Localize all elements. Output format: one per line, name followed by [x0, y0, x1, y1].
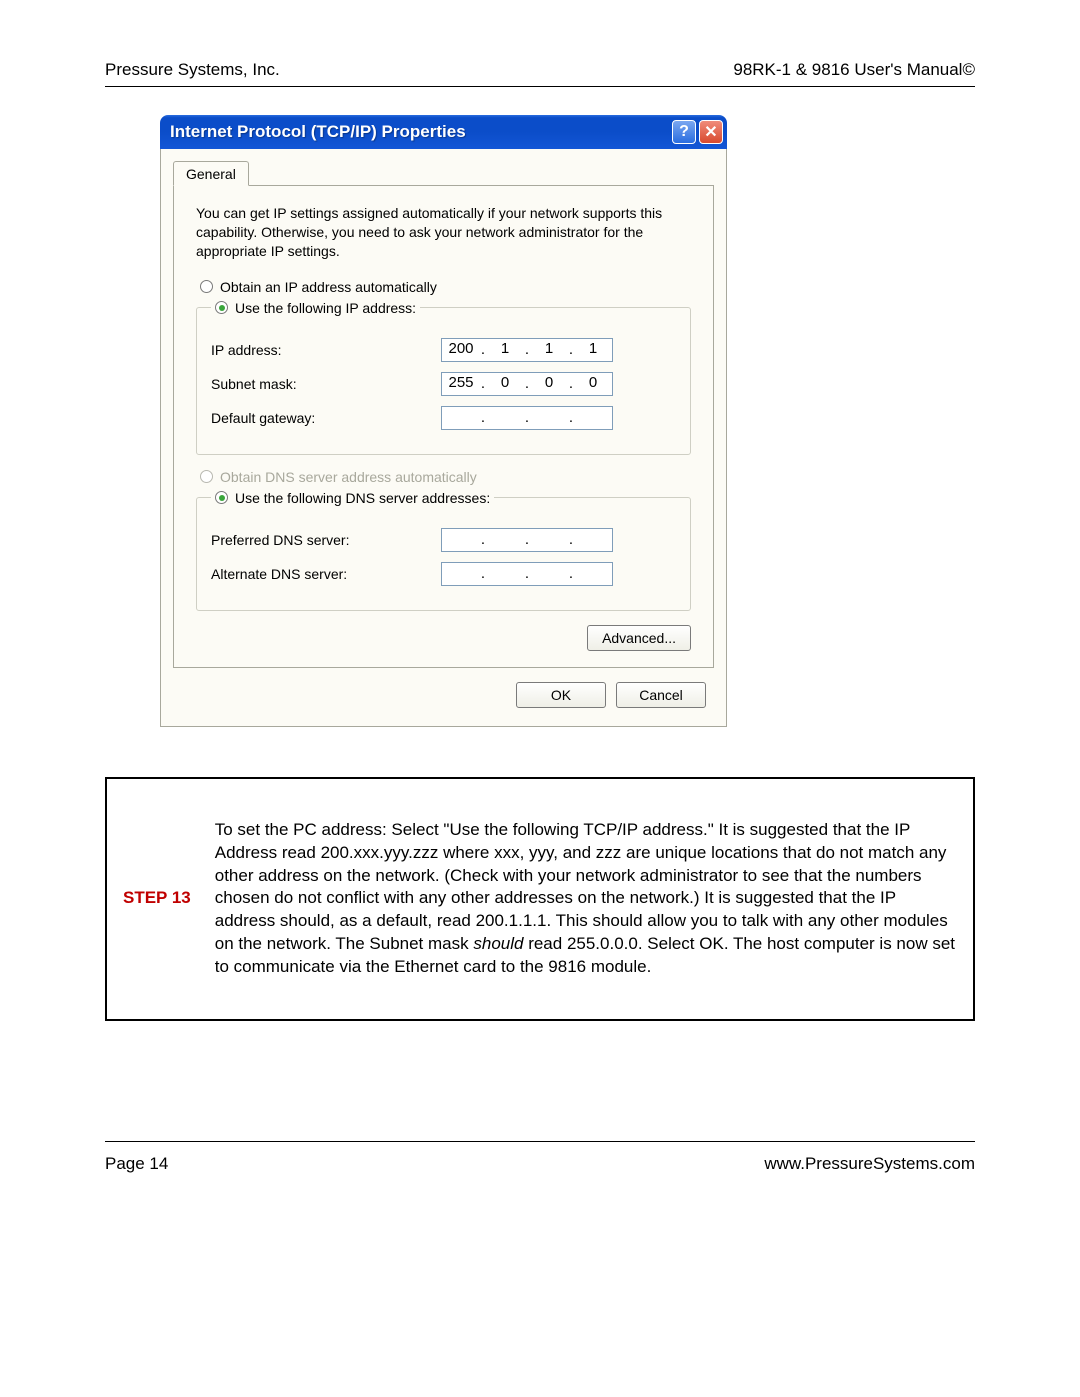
ip-group: Use the following IP address: IP address…: [196, 300, 691, 455]
page-footer: Page 14 www.PressureSystems.com: [105, 1154, 975, 1174]
tab-general[interactable]: General: [173, 161, 249, 186]
radio-label: Use the following IP address:: [235, 300, 416, 316]
dns-group: Use the following DNS server addresses: …: [196, 490, 691, 611]
subnet-mask-input[interactable]: 255. 0. 0. 0: [441, 372, 613, 396]
default-gateway-input[interactable]: . . .: [441, 406, 613, 430]
help-icon[interactable]: ?: [672, 120, 696, 144]
preferred-dns-label: Preferred DNS server:: [211, 532, 441, 548]
default-gateway-label: Default gateway:: [211, 410, 441, 426]
ip-address-label: IP address:: [211, 342, 441, 358]
advanced-button[interactable]: Advanced...: [587, 625, 691, 651]
footer-rule: [105, 1141, 975, 1142]
step-box: STEP 13 To set the PC address: Select "U…: [105, 777, 975, 1022]
radio-icon: [215, 301, 228, 314]
alternate-dns-input[interactable]: . . .: [441, 562, 613, 586]
radio-label: Obtain an IP address automatically: [220, 279, 437, 295]
radio-dns-auto: Obtain DNS server address automatically: [200, 469, 691, 485]
tcpip-dialog: Internet Protocol (TCP/IP) Properties ? …: [160, 115, 727, 727]
preferred-dns-input[interactable]: . . .: [441, 528, 613, 552]
radio-obtain-auto[interactable]: Obtain an IP address automatically: [200, 279, 691, 295]
page-header: Pressure Systems, Inc. 98RK-1 & 9816 Use…: [105, 60, 975, 80]
header-rule: [105, 86, 975, 87]
ok-button[interactable]: OK: [516, 682, 606, 708]
header-company: Pressure Systems, Inc.: [105, 60, 280, 80]
radio-icon: [200, 280, 213, 293]
intro-text: You can get IP settings assigned automat…: [196, 204, 691, 261]
radio-icon: [215, 491, 228, 504]
radio-use-following-dns[interactable]: Use the following DNS server addresses:: [215, 490, 490, 506]
footer-url: www.PressureSystems.com: [764, 1154, 975, 1174]
subnet-mask-label: Subnet mask:: [211, 376, 441, 392]
cancel-button[interactable]: Cancel: [616, 682, 706, 708]
ip-address-input[interactable]: 200. 1. 1. 1: [441, 338, 613, 362]
radio-icon: [200, 470, 213, 483]
step-text: To set the PC address: Select "Use the f…: [199, 779, 973, 1020]
radio-label: Use the following DNS server addresses:: [235, 490, 490, 506]
alternate-dns-label: Alternate DNS server:: [211, 566, 441, 582]
dialog-titlebar[interactable]: Internet Protocol (TCP/IP) Properties ? …: [160, 115, 727, 149]
dialog-title: Internet Protocol (TCP/IP) Properties: [170, 122, 669, 142]
header-manual: 98RK-1 & 9816 User's Manual©: [733, 60, 975, 80]
radio-label: Obtain DNS server address automatically: [220, 469, 477, 485]
step-label: STEP 13: [107, 779, 199, 1020]
radio-use-following-ip[interactable]: Use the following IP address:: [215, 300, 416, 316]
close-icon[interactable]: ✕: [699, 120, 723, 144]
footer-page: Page 14: [105, 1154, 168, 1174]
